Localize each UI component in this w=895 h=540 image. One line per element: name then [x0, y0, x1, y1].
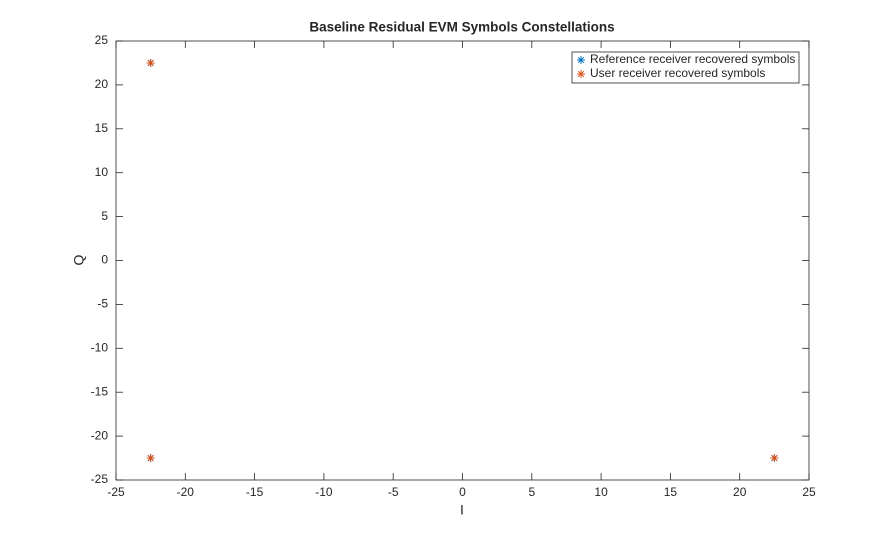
legend-marker	[577, 56, 585, 64]
x-axis-label: I	[460, 502, 464, 518]
chart-title: Baseline Residual EVM Symbols Constellat…	[309, 20, 614, 35]
marker	[770, 454, 779, 463]
y-tick-label: 15	[95, 121, 109, 135]
legend-label: Reference receiver recovered symbols	[590, 52, 795, 66]
y-tick-label: 20	[95, 77, 109, 91]
x-tick-label: 15	[664, 485, 678, 499]
y-tick-label: -15	[91, 384, 109, 398]
y-tick-label: -20	[91, 428, 109, 442]
y-tick-label: -25	[91, 472, 109, 486]
marker	[146, 454, 155, 463]
y-tick-label: -5	[97, 297, 108, 311]
y-tick-label: 25	[95, 33, 109, 47]
x-tick-label: -25	[107, 485, 125, 499]
y-tick-label: 0	[101, 253, 108, 267]
x-tick-label: 10	[594, 485, 608, 499]
y-tick-label: 10	[95, 165, 109, 179]
x-tick-label: 25	[802, 485, 816, 499]
y-axis-label: Q	[71, 254, 87, 265]
x-tick-label: -10	[315, 485, 333, 499]
x-tick-label: -20	[177, 485, 195, 499]
y-tick-label: -10	[91, 340, 109, 354]
legend-label: User receiver recovered symbols	[590, 66, 765, 80]
x-tick-label: 20	[733, 485, 747, 499]
legend-marker	[577, 70, 585, 78]
x-tick-label: -15	[246, 485, 264, 499]
marker	[146, 58, 155, 67]
y-tick-label: 5	[101, 209, 108, 223]
x-tick-label: -5	[388, 485, 399, 499]
axes-box	[115, 40, 810, 481]
x-tick-label: 5	[528, 485, 535, 499]
legend-box	[571, 51, 800, 84]
x-tick-label: 0	[459, 485, 466, 499]
